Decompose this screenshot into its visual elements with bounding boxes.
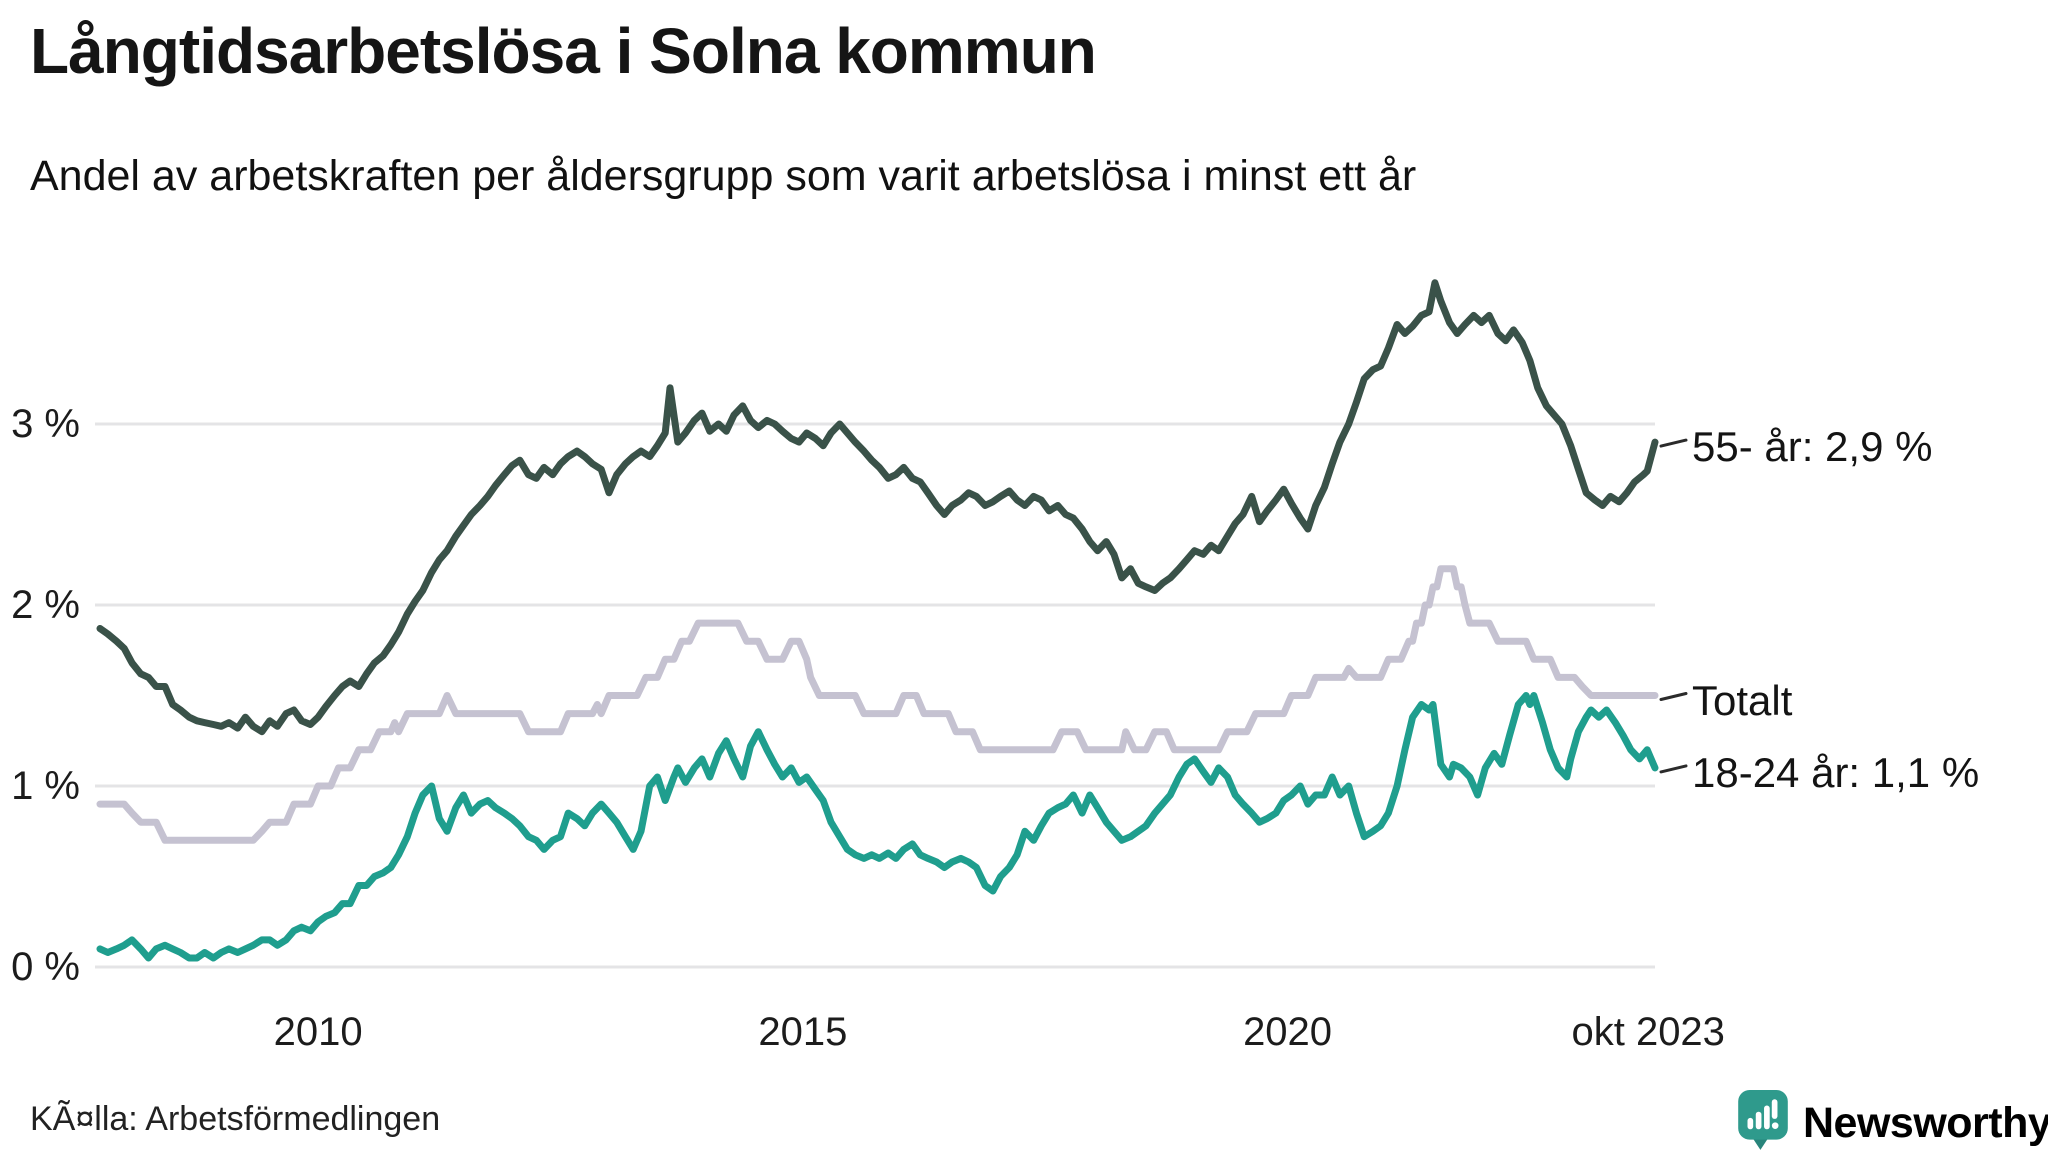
label-leader-dash [1659, 764, 1688, 774]
series-end-label: 55- år: 2,9 % [1692, 423, 1933, 471]
series-line-55-r [96, 279, 1659, 736]
series-line-18-24-r [96, 692, 1659, 962]
newsworthy-brand[interactable]: Newsworthy [1737, 1090, 2048, 1157]
y-axis-tick-label: 0 % [11, 945, 80, 989]
chart-subtitle: Andel av arbetskraften per åldersgrupp s… [30, 152, 1417, 200]
series-end-label: 18-24 år: 1,1 % [1692, 748, 1980, 796]
y-axis-tick-label: 1 % [11, 764, 80, 808]
series-line-totalt [96, 565, 1659, 844]
y-axis-tick-label: 2 % [11, 583, 80, 627]
newsworthy-logo-icon [1737, 1090, 1789, 1157]
x-axis-tick-label: okt 2023 [1571, 1010, 1725, 1054]
series-end-label: Totalt [1692, 676, 1793, 724]
source-note: KÃ¤lla: Arbetsförmedlingen [30, 1100, 441, 1138]
label-leader-dash [1659, 692, 1688, 701]
x-axis-tick-label: 2020 [1243, 1010, 1333, 1054]
brand-name: Newsworthy [1803, 1099, 2048, 1147]
x-axis-tick-label: 2010 [273, 1010, 363, 1054]
label-leader-dash [1659, 438, 1688, 448]
x-axis-tick-label: 2015 [758, 1010, 848, 1054]
page-title: Långtidsarbetslösa i Solna kommun [30, 15, 1097, 87]
y-axis-tick-label: 3 % [11, 402, 80, 446]
